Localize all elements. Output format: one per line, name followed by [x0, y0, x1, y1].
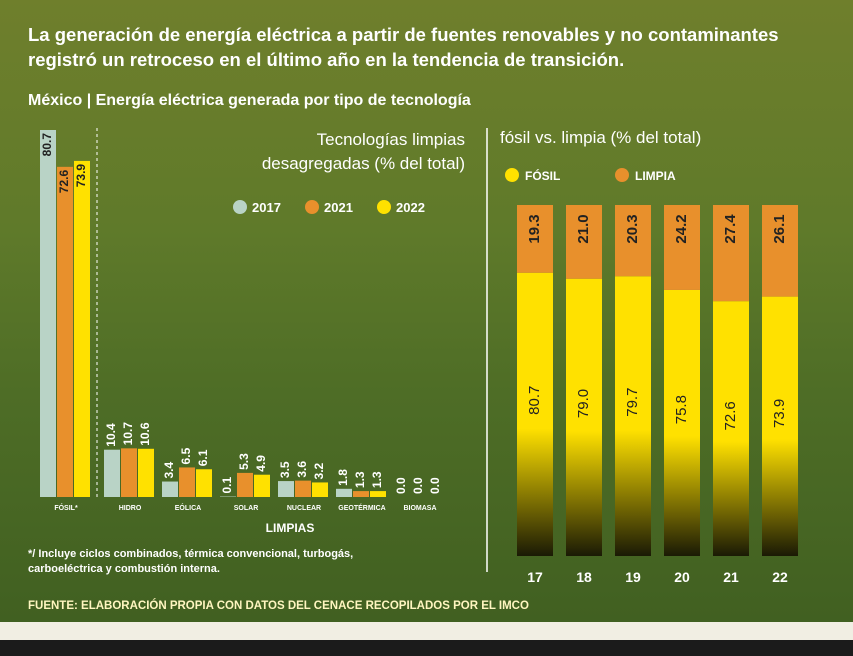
value-label: 73.9	[74, 164, 88, 188]
legend-label: 2017	[252, 200, 281, 215]
value-label: 24.2	[673, 214, 690, 243]
x-tick-label: BIOMASA	[403, 505, 436, 512]
bar	[57, 166, 73, 497]
value-label: 21.0	[575, 214, 592, 243]
value-label: 10.6	[138, 422, 152, 446]
bar	[179, 467, 195, 497]
x-tick-label: 20	[674, 569, 690, 585]
bar	[237, 472, 253, 497]
x-tick-label: GEOTÉRMICA	[338, 503, 385, 512]
x-tick-label: 19	[625, 569, 641, 585]
legend-swatch	[305, 200, 319, 214]
value-label: 80.7	[40, 133, 54, 157]
bar	[254, 474, 270, 497]
bar	[370, 491, 386, 497]
bar-segment	[566, 278, 602, 556]
value-label: 5.3	[237, 453, 251, 470]
bar-segment	[713, 301, 749, 556]
value-label: 79.7	[624, 388, 641, 417]
bar-segment	[664, 205, 700, 290]
x-tick-label: NUCLEAR	[287, 505, 321, 512]
value-label: 3.5	[278, 461, 292, 478]
bar-segment	[762, 205, 798, 297]
bar-segment	[615, 205, 651, 277]
value-label: 0.1	[220, 477, 234, 494]
value-label: 0.0	[394, 477, 408, 494]
bar	[121, 448, 137, 497]
legend-label: LIMPIA	[635, 169, 676, 183]
strip	[0, 622, 853, 640]
legend-label: 2021	[324, 200, 353, 215]
bar-segment	[517, 272, 553, 556]
value-label: 1.3	[370, 471, 384, 488]
value-label: 75.8	[673, 395, 690, 424]
value-label: 0.0	[411, 477, 425, 494]
value-label: 20.3	[624, 214, 641, 243]
x-axis-label: LIMPIAS	[266, 521, 315, 535]
x-tick-label: EÓLICA	[175, 503, 201, 512]
legend-swatch	[233, 200, 247, 214]
legend-label: 2022	[396, 200, 425, 215]
value-label: 79.0	[575, 389, 592, 418]
value-label: 3.6	[295, 461, 309, 478]
bar-segment	[566, 205, 602, 279]
bar	[40, 130, 56, 497]
value-label: 72.6	[722, 401, 739, 430]
x-tick-label: 22	[772, 569, 788, 585]
subtitle: México | Energía eléctrica generada por …	[28, 92, 471, 109]
x-tick-label: FÓSIL*	[54, 503, 78, 512]
value-label: 0.0	[428, 477, 442, 494]
x-tick-label: 21	[723, 569, 739, 585]
bar-segment	[664, 289, 700, 556]
legend-swatch	[505, 168, 519, 182]
bar	[196, 469, 212, 497]
value-label: 1.3	[353, 471, 367, 488]
value-label: 1.8	[336, 469, 350, 486]
value-label: 73.9	[771, 399, 788, 428]
value-label: 72.6	[57, 170, 71, 194]
x-tick-label: SOLAR	[234, 505, 259, 512]
x-tick-label: HIDRO	[119, 505, 142, 512]
value-label: 26.1	[771, 214, 788, 243]
value-label: 3.2	[312, 462, 326, 479]
source: FUENTE: ELABORACIÓN PROPIA CON DATOS DEL…	[28, 600, 529, 612]
chart-title: Tecnologías limpias desagregadas (% del …	[261, 130, 465, 173]
legend-swatch	[615, 168, 629, 182]
bar	[162, 481, 178, 497]
value-label: 4.9	[254, 455, 268, 472]
headline: La generación de energía eléctrica a par…	[28, 24, 779, 70]
legend-swatch	[377, 200, 391, 214]
chart-title: fósil vs. limpia (% del total)	[500, 128, 702, 147]
bar	[278, 481, 294, 497]
value-label: 6.1	[196, 449, 210, 466]
legend-label: FÓSIL	[525, 168, 560, 183]
bar	[295, 480, 311, 497]
bar-segment	[615, 276, 651, 556]
bar	[312, 482, 328, 497]
bar	[336, 488, 352, 497]
strip	[0, 640, 853, 656]
footnote: */ Incluye ciclos combinados, térmica co…	[28, 548, 354, 575]
value-label: 3.4	[162, 462, 176, 479]
x-tick-label: 18	[576, 569, 592, 585]
value-label: 10.4	[104, 423, 118, 447]
bar-segment	[517, 205, 553, 273]
value-label: 19.3	[526, 214, 543, 243]
bar-segment	[762, 296, 798, 556]
bar	[74, 160, 90, 497]
bar	[138, 448, 154, 497]
value-label: 27.4	[722, 214, 739, 244]
x-tick-label: 17	[527, 569, 543, 585]
bar	[353, 491, 369, 497]
bar-segment	[713, 205, 749, 302]
value-label: 10.7	[121, 422, 135, 446]
bar	[104, 449, 120, 497]
value-label: 6.5	[179, 447, 193, 464]
value-label: 80.7	[526, 386, 543, 415]
